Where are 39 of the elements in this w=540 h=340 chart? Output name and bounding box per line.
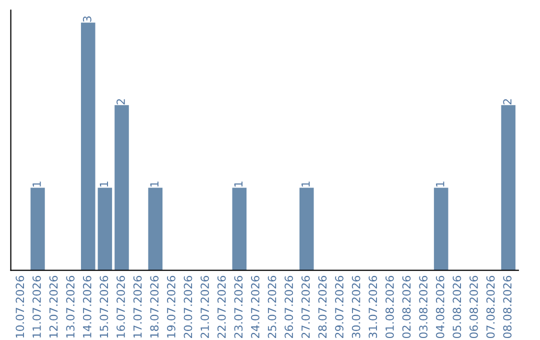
data-label: 1 bbox=[234, 182, 242, 187]
x-tick-label: 27.07.2026 bbox=[301, 276, 310, 338]
x-tick-label: 02.08.2026 bbox=[402, 276, 411, 338]
x-tick-label: 21.07.2026 bbox=[200, 276, 209, 338]
x-tick-label: 15.07.2026 bbox=[100, 276, 108, 338]
x-tick-label: 13.07.2026 bbox=[66, 276, 75, 338]
data-label: 1 bbox=[302, 182, 310, 187]
x-tick-label: 14.07.2026 bbox=[82, 276, 92, 338]
x-tick-label: 17.07.2026 bbox=[133, 276, 142, 338]
x-tick-label: 07.08.2026 bbox=[486, 276, 495, 338]
data-label: 1 bbox=[436, 182, 444, 187]
x-tick-label: 20.07.2026 bbox=[184, 276, 192, 338]
x-tick-label: 11.07.2026 bbox=[32, 276, 41, 338]
x-tick-label: 08.08.2026 bbox=[503, 276, 512, 338]
data-label: 3 bbox=[82, 16, 92, 22]
x-tick-label: 25.07.2026 bbox=[268, 276, 276, 338]
x-tick-label: 26.07.2026 bbox=[284, 276, 294, 338]
x-tick-label: 28.07.2026 bbox=[318, 276, 327, 338]
data-label: 1 bbox=[100, 182, 108, 187]
x-tick-label: 18.07.2026 bbox=[150, 276, 159, 338]
x-tick-label: 01.08.2026 bbox=[385, 276, 394, 338]
x-tick-label: 16.07.2026 bbox=[116, 276, 125, 338]
x-tick-label: 29.07.2026 bbox=[335, 276, 344, 338]
x-tick-label: 30.07.2026 bbox=[352, 276, 360, 338]
x-tick-label: 22.07.2026 bbox=[217, 276, 226, 338]
x-tick-label: 23.07.2026 bbox=[234, 276, 243, 338]
x-tick-label: 06.08.2026 bbox=[470, 276, 478, 338]
data-label: 1 bbox=[150, 182, 158, 187]
data-label: 2 bbox=[116, 99, 125, 104]
x-tick-label: 04.08.2026 bbox=[436, 276, 444, 338]
x-tick-label: 12.07.2026 bbox=[49, 276, 58, 338]
data-label: 1 bbox=[32, 182, 41, 187]
x-tick-label: 19.07.2026 bbox=[166, 276, 176, 338]
x-tick-label: 03.08.2026 bbox=[419, 276, 428, 338]
x-tick-label: 10.07.2026 bbox=[16, 276, 24, 338]
x-tick-label: 24.07.2026 bbox=[251, 276, 260, 338]
x-tick-label: 05.08.2026 bbox=[452, 276, 462, 338]
x-tick-label: 31.07.2026 bbox=[368, 276, 378, 338]
data-label: 2 bbox=[503, 99, 512, 104]
